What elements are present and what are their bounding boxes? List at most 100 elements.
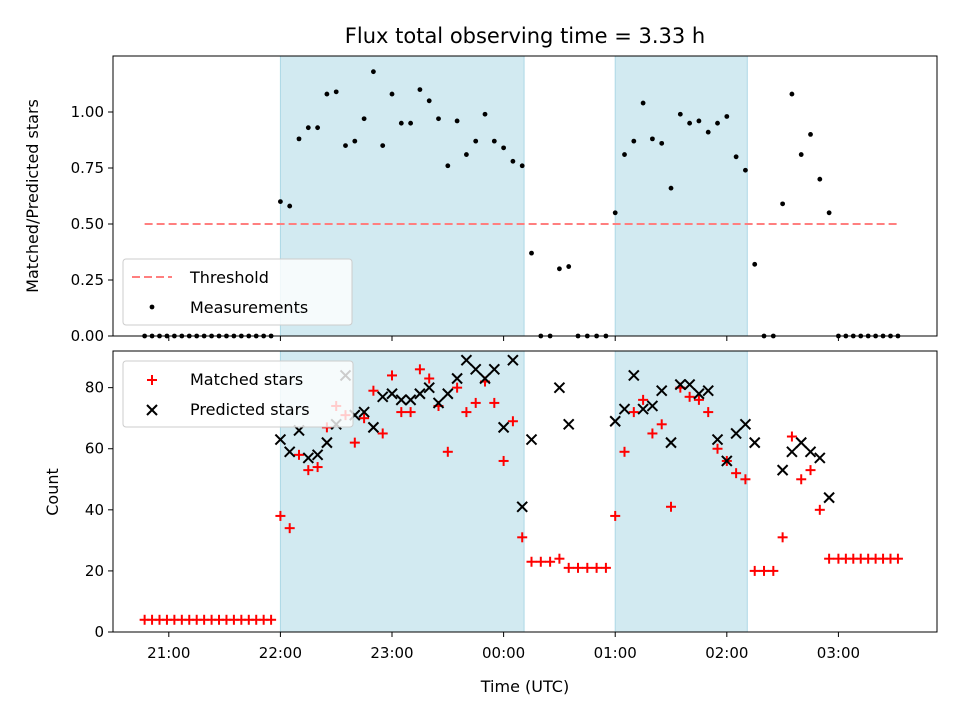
measurement-point	[426, 98, 432, 104]
matched-star-point	[554, 553, 565, 564]
matched-star-point	[387, 370, 398, 381]
matched-star-point	[731, 468, 742, 479]
matched-star-point	[628, 407, 639, 418]
y-tick-label: 0.50	[71, 215, 104, 233]
matched-star-point	[526, 556, 537, 567]
legend-matched-swatch	[147, 375, 157, 385]
matched-star-point	[405, 407, 416, 418]
matched-star-point	[507, 416, 518, 427]
measurement-point	[640, 100, 646, 106]
measurement-point	[436, 116, 441, 122]
matched-star-point	[368, 385, 379, 396]
measurement-point	[389, 91, 395, 97]
predicted-star-point	[497, 421, 510, 434]
matched-star-point	[600, 562, 611, 573]
measurement-point	[789, 91, 795, 97]
measurement-point	[650, 136, 655, 142]
predicted-star-point	[423, 381, 435, 394]
y-tick-label: 40	[85, 501, 104, 519]
matched-star-point	[535, 556, 546, 567]
matched-star-point	[266, 614, 277, 625]
predicted-star-point	[646, 400, 659, 412]
predicted-star-point	[628, 369, 640, 382]
predicted-star-point	[823, 491, 835, 504]
measurement-point	[398, 120, 404, 126]
predicted-star-point	[470, 363, 482, 376]
measurement-point	[454, 118, 460, 124]
measurement-point	[687, 120, 693, 126]
matched-star-point	[712, 443, 723, 454]
predicted-star-point	[283, 446, 296, 458]
measurement-point	[566, 264, 572, 269]
x-tick-label: 03:00	[817, 644, 860, 662]
predicted-star-point	[795, 436, 807, 449]
x-tick-label: 00:00	[482, 644, 525, 662]
predicted-star-point	[683, 378, 696, 391]
matched-star-point	[489, 397, 500, 408]
predicted-star-point	[656, 384, 668, 397]
matched-star-point	[638, 394, 649, 405]
predicted-star-point	[404, 394, 417, 406]
x-tick-label: 23:00	[370, 644, 413, 662]
top-plot-frame	[112, 55, 938, 337]
y-tick-label: 1.00	[71, 103, 104, 121]
measurement-point	[380, 143, 386, 149]
predicted-star-point	[358, 406, 370, 418]
y-tick-label: 0.00	[71, 327, 104, 345]
matched-star-point	[749, 565, 760, 576]
predicted-star-point	[386, 388, 398, 400]
predicted-star-point	[618, 403, 631, 415]
y-tick-label: 0.25	[71, 271, 104, 289]
matched-star-point	[684, 391, 695, 402]
matched-star-point	[703, 407, 714, 418]
measurement-point	[305, 125, 311, 131]
measurement-point	[296, 136, 302, 142]
matched-star-point	[470, 397, 481, 408]
predicted-star-point	[776, 464, 789, 476]
bottom-y-axis-label: Count	[43, 468, 62, 516]
x-axis-label: Time (UTC)	[480, 677, 569, 696]
matched-star-point	[814, 504, 825, 515]
y-tick-label: 0.75	[71, 159, 104, 177]
matched-star-point	[768, 565, 779, 576]
x-tick-label: 22:00	[259, 644, 302, 662]
x-tick-label: 02:00	[705, 644, 748, 662]
measurement-point	[622, 152, 627, 157]
measurement-point	[668, 185, 674, 191]
y-tick-label: 80	[85, 379, 104, 397]
predicted-star-point	[395, 394, 408, 406]
predicted-star-point	[749, 436, 761, 449]
measurement-point	[361, 116, 367, 122]
predicted-star-point	[711, 433, 724, 446]
legend-box	[122, 360, 354, 428]
bottom-panel: 0 20 40 60 80 21:00 22:00 23:00 00:00 01:00 02:00 0…	[85, 350, 938, 662]
legend-predicted-swatch	[146, 404, 158, 416]
matched-star-point	[619, 446, 630, 457]
y-tick-label: 60	[85, 440, 104, 458]
measurement-point	[733, 154, 739, 160]
top-y-axis-label: Matched/Predicted stars	[23, 99, 42, 293]
matched-star-point	[396, 407, 407, 418]
measurement-point	[743, 167, 748, 173]
matched-star-point	[759, 565, 770, 576]
matched-star-point	[591, 562, 602, 573]
measurement-point	[529, 250, 534, 256]
predicted-star-point	[302, 452, 315, 464]
measurement-point	[696, 118, 702, 124]
observing-interval-band	[614, 55, 748, 337]
bottom-plot-frame	[112, 350, 938, 633]
measurement-point	[343, 143, 348, 149]
matched-star-point	[666, 501, 677, 512]
measurement-point	[473, 138, 479, 144]
matched-star-point	[452, 382, 463, 393]
predicted-star-point	[739, 418, 752, 431]
predicted-star-point	[702, 384, 714, 397]
measurement-point	[501, 145, 507, 151]
legend-predicted-label: Predicted stars	[190, 400, 310, 419]
legend-threshold-label: Threshold	[189, 268, 269, 287]
predicted-star-point	[311, 449, 324, 461]
predicted-star-point	[507, 354, 519, 366]
measurement-point	[287, 203, 293, 209]
measurement-point	[464, 152, 469, 157]
top-legend: Threshold Measurements	[122, 258, 353, 326]
